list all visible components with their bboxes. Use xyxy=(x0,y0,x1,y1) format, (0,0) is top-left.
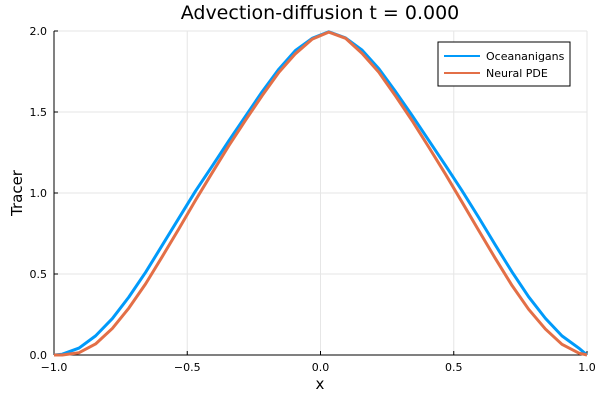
series-layer xyxy=(53,30,588,357)
y-tick-label: 1.5 xyxy=(30,106,48,119)
x-tick-label: 1.0 xyxy=(578,361,596,374)
y-tick-label: 0.0 xyxy=(30,349,48,362)
legend: Oceananigans Neural PDE xyxy=(437,41,571,87)
legend-box xyxy=(437,41,571,87)
x-axis-title: x xyxy=(316,375,325,393)
y-tick-label: 1.0 xyxy=(30,187,48,200)
plot-title: Advection-diffusion t = 0.000 xyxy=(181,2,460,24)
legend-label-neural-pde: Neural PDE xyxy=(486,67,548,80)
x-tick-label: −0.5 xyxy=(174,361,201,374)
x-tick-label: 0.0 xyxy=(312,361,330,374)
legend-label-oceananigans: Oceananigans xyxy=(486,50,565,63)
y-axis-title: Tracer xyxy=(8,169,26,217)
y-tick-label: 0.5 xyxy=(30,268,48,281)
x-tick-label: −1.0 xyxy=(41,361,68,374)
y-tick-label: 2.0 xyxy=(30,25,48,38)
x-tick-label: 0.5 xyxy=(445,361,463,374)
series-line-neural-pde xyxy=(54,30,588,357)
